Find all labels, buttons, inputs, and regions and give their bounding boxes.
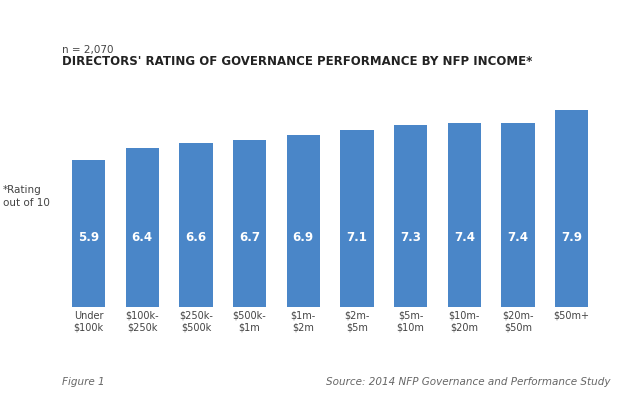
Text: 7.3: 7.3 [400,231,421,244]
Text: 5.9: 5.9 [78,231,99,244]
Text: 7.1: 7.1 [347,231,367,244]
Bar [126,148,159,307]
Text: *Rating
out of 10: *Rating out of 10 [3,185,50,208]
Text: 6.6: 6.6 [185,231,207,244]
Bar [448,123,481,307]
Text: Source: 2014 NFP Governance and Performance Study: Source: 2014 NFP Governance and Performa… [326,377,611,387]
Bar [341,130,373,307]
Bar [502,123,534,307]
Bar [233,140,266,307]
Text: 6.7: 6.7 [239,231,260,244]
Text: 7.4: 7.4 [507,231,529,244]
Bar [180,143,212,307]
Text: 6.4: 6.4 [131,231,153,244]
Bar [555,110,588,307]
Text: 7.4: 7.4 [453,231,475,244]
Bar [287,135,320,307]
Text: Figure 1: Figure 1 [62,377,104,387]
Text: 7.9: 7.9 [561,231,582,244]
Bar [72,160,105,307]
Text: 6.9: 6.9 [292,231,314,244]
Text: DIRECTORS' RATING OF GOVERNANCE PERFORMANCE BY NFP INCOME*: DIRECTORS' RATING OF GOVERNANCE PERFORMA… [62,55,532,68]
Bar [394,125,427,307]
Text: n = 2,070: n = 2,070 [62,45,113,55]
